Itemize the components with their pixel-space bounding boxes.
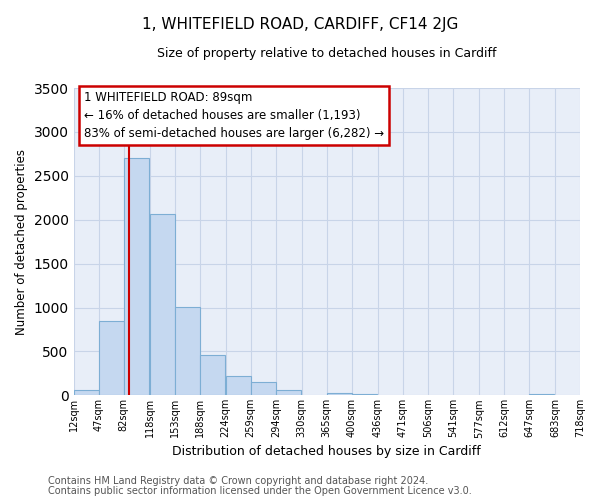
Text: Contains HM Land Registry data © Crown copyright and database right 2024.: Contains HM Land Registry data © Crown c… <box>48 476 428 486</box>
Text: 1, WHITEFIELD ROAD, CARDIFF, CF14 2JG: 1, WHITEFIELD ROAD, CARDIFF, CF14 2JG <box>142 18 458 32</box>
Bar <box>327 392 352 396</box>
Bar <box>124 158 149 396</box>
Bar <box>98 320 124 396</box>
Bar <box>74 390 98 396</box>
Bar <box>251 382 276 396</box>
Bar <box>226 376 251 396</box>
Y-axis label: Number of detached properties: Number of detached properties <box>15 148 28 334</box>
Bar <box>529 394 554 396</box>
Bar <box>352 394 377 396</box>
Text: Contains public sector information licensed under the Open Government Licence v3: Contains public sector information licen… <box>48 486 472 496</box>
X-axis label: Distribution of detached houses by size in Cardiff: Distribution of detached houses by size … <box>172 444 481 458</box>
Title: Size of property relative to detached houses in Cardiff: Size of property relative to detached ho… <box>157 48 497 60</box>
Bar <box>175 307 200 396</box>
Bar <box>276 390 301 396</box>
Bar <box>149 214 175 396</box>
Bar <box>200 356 225 396</box>
Text: 1 WHITEFIELD ROAD: 89sqm
← 16% of detached houses are smaller (1,193)
83% of sem: 1 WHITEFIELD ROAD: 89sqm ← 16% of detach… <box>83 91 384 140</box>
